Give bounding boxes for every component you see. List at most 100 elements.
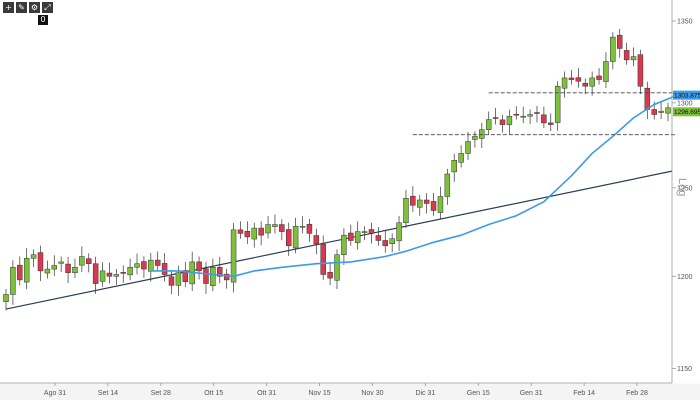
candle-body: [230, 229, 237, 283]
x-tick-label: Gen 15: [467, 390, 490, 397]
candle-body: [3, 294, 9, 302]
candle-body: [637, 54, 644, 87]
candle-body: [506, 115, 513, 125]
ma-value-tag: 1303.8759: [674, 93, 700, 100]
last-price-tag: 1296.6953: [674, 109, 700, 116]
y-tick-label: 1150: [677, 366, 692, 373]
candle-body: [465, 141, 471, 154]
candle-body: [451, 159, 457, 173]
candle-body: [196, 261, 202, 272]
candle-body: [534, 112, 540, 114]
candle-body: [313, 235, 320, 245]
candle-body: [354, 231, 361, 243]
y-tick-label: 1300: [677, 100, 693, 107]
y-tick-label: 1200: [677, 274, 693, 281]
candle-body: [237, 229, 244, 234]
candle-body: [396, 222, 402, 242]
candle-body: [348, 232, 354, 241]
candle-body: [527, 114, 533, 117]
candle-body: [299, 226, 306, 228]
candle-body: [148, 259, 154, 272]
candle-body: [44, 268, 51, 274]
candle-body: [389, 238, 395, 244]
x-tick-label: Ott 15: [204, 390, 223, 397]
candle-body: [168, 276, 175, 286]
candle-layer: [3, 28, 671, 311]
candle-body: [134, 263, 140, 268]
candle-body: [244, 231, 251, 238]
candle-body: [417, 199, 423, 208]
candle-body: [99, 270, 106, 282]
x-tick-label: Feb 28: [626, 390, 648, 397]
y-tick-label: 1350: [677, 18, 693, 25]
candle-body: [548, 122, 554, 125]
candle-body: [458, 153, 464, 163]
x-tick-label: Dic 31: [415, 390, 435, 397]
candle-body: [472, 136, 478, 140]
y-scale-label: Log: [676, 178, 688, 196]
candle-body: [658, 110, 664, 113]
candle-body: [58, 261, 64, 264]
candle-body: [258, 227, 264, 236]
candle-body: [616, 34, 623, 49]
candle-body: [37, 252, 44, 272]
candle-body: [423, 199, 430, 204]
candle-body: [375, 235, 382, 241]
pencil-icon[interactable]: ✎: [16, 2, 27, 13]
candle-body: [320, 243, 326, 275]
candle-body: [561, 77, 568, 89]
candle-body: [106, 272, 113, 277]
ma-value-tag-box: [673, 90, 700, 100]
x-tick-label: Set 14: [98, 390, 118, 397]
candle-body: [120, 272, 126, 274]
level-layer: [412, 92, 675, 136]
candle-body: [651, 109, 657, 115]
candle-body: [382, 240, 389, 247]
candle-body: [541, 114, 547, 124]
candle-body: [127, 267, 133, 276]
candle-body: [92, 263, 99, 284]
trend-layer: [5, 170, 673, 310]
last-price-tag-box: [673, 107, 700, 117]
plus-icon[interactable]: +: [3, 2, 14, 13]
indicator-count-badge: 0: [38, 15, 48, 25]
candle-body: [665, 107, 671, 114]
candle-body: [279, 224, 285, 232]
candle-body: [630, 56, 637, 61]
candle-body: [327, 272, 333, 279]
candle-body: [161, 263, 168, 275]
candle-body: [444, 173, 451, 197]
candle-body: [589, 77, 595, 87]
candle-body: [603, 61, 609, 82]
candle-body: [203, 268, 209, 284]
candle-body: [644, 87, 651, 110]
candle-body: [520, 115, 526, 118]
candle-body: [513, 113, 520, 116]
x-tick-label: Set 28: [151, 390, 171, 397]
x-tick-label: Ago 31: [44, 390, 66, 397]
candle-body: [251, 227, 257, 240]
candle-body: [492, 117, 499, 119]
x-axis-band: [0, 383, 700, 400]
candle-body: [361, 231, 368, 233]
expand-icon[interactable]: ⤢: [42, 2, 53, 13]
candle-body: [575, 77, 582, 82]
candle-body: [479, 129, 485, 139]
settings-icon[interactable]: ⚙: [29, 2, 40, 13]
candle-body: [334, 254, 340, 281]
candle-body: [79, 256, 85, 266]
candle-body: [499, 119, 506, 125]
candle-body: [265, 224, 271, 234]
candle-body: [113, 274, 120, 277]
candle-body: [485, 119, 492, 130]
candle-body: [285, 229, 292, 247]
x-tick-label: Gen 31: [520, 390, 543, 397]
candle-body: [210, 267, 216, 286]
candle-body: [341, 234, 347, 255]
candle-body: [65, 263, 71, 273]
candle-body: [610, 36, 616, 62]
candle-body: [596, 75, 602, 80]
